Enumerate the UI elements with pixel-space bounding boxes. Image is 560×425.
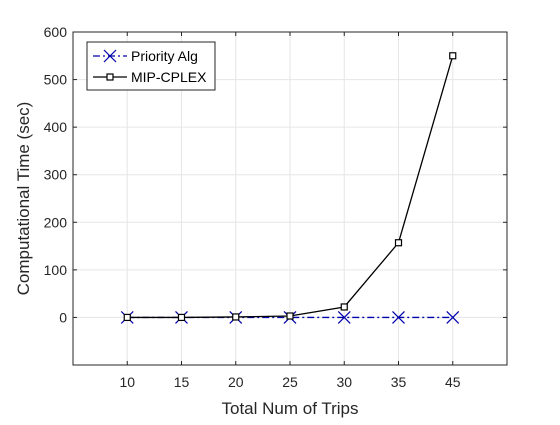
legend-label-1: MIP-CPLEX	[131, 69, 207, 85]
square-marker	[449, 52, 457, 60]
x-tick-label: 20	[228, 374, 244, 390]
x-tick-label: 35	[391, 374, 407, 390]
legend: Priority Alg MIP-CPLEX	[86, 41, 216, 91]
axes	[72, 31, 508, 366]
y-tick-label: 600	[44, 24, 68, 40]
x-marker-stroke	[337, 311, 351, 324]
x-marker-stroke	[103, 49, 117, 63]
x-marker	[337, 311, 351, 324]
y-tick-label: 500	[44, 72, 68, 88]
square-marker	[340, 303, 348, 311]
x-tick-label: 30	[336, 374, 352, 390]
square-marker	[232, 313, 240, 321]
legend-label-0: Priority Alg	[131, 48, 198, 64]
x-marker	[103, 49, 117, 63]
square-marker	[177, 313, 186, 322]
x-marker	[392, 311, 405, 324]
x-axis-label: Total Num of Trips	[222, 399, 359, 418]
x-tick-label: 10	[119, 374, 135, 390]
x-tick-label: 45	[445, 374, 461, 390]
y-tick-label: 100	[44, 262, 68, 278]
square-marker	[123, 313, 131, 322]
x-tick-label: 15	[174, 374, 190, 390]
y-tick-label: 200	[44, 214, 68, 230]
square-marker	[286, 312, 294, 320]
y-axis-label: Computational Time (sec)	[14, 102, 33, 296]
square-marker	[106, 73, 114, 81]
x-tick-label: 25	[282, 374, 298, 390]
y-tick-label: 300	[44, 167, 68, 183]
y-tick-label: 0	[59, 309, 67, 325]
x-marker-stroke	[392, 311, 405, 324]
tick-labels: 10 15 20 25 30 35 45 0 100 200 300 400 500 600	[44, 24, 461, 390]
legend-box	[86, 41, 216, 91]
square-marker	[394, 239, 403, 247]
series-layer	[120, 52, 460, 324]
x-marker-stroke	[446, 311, 460, 324]
y-tick-label: 400	[44, 119, 68, 135]
x-marker	[446, 311, 460, 324]
